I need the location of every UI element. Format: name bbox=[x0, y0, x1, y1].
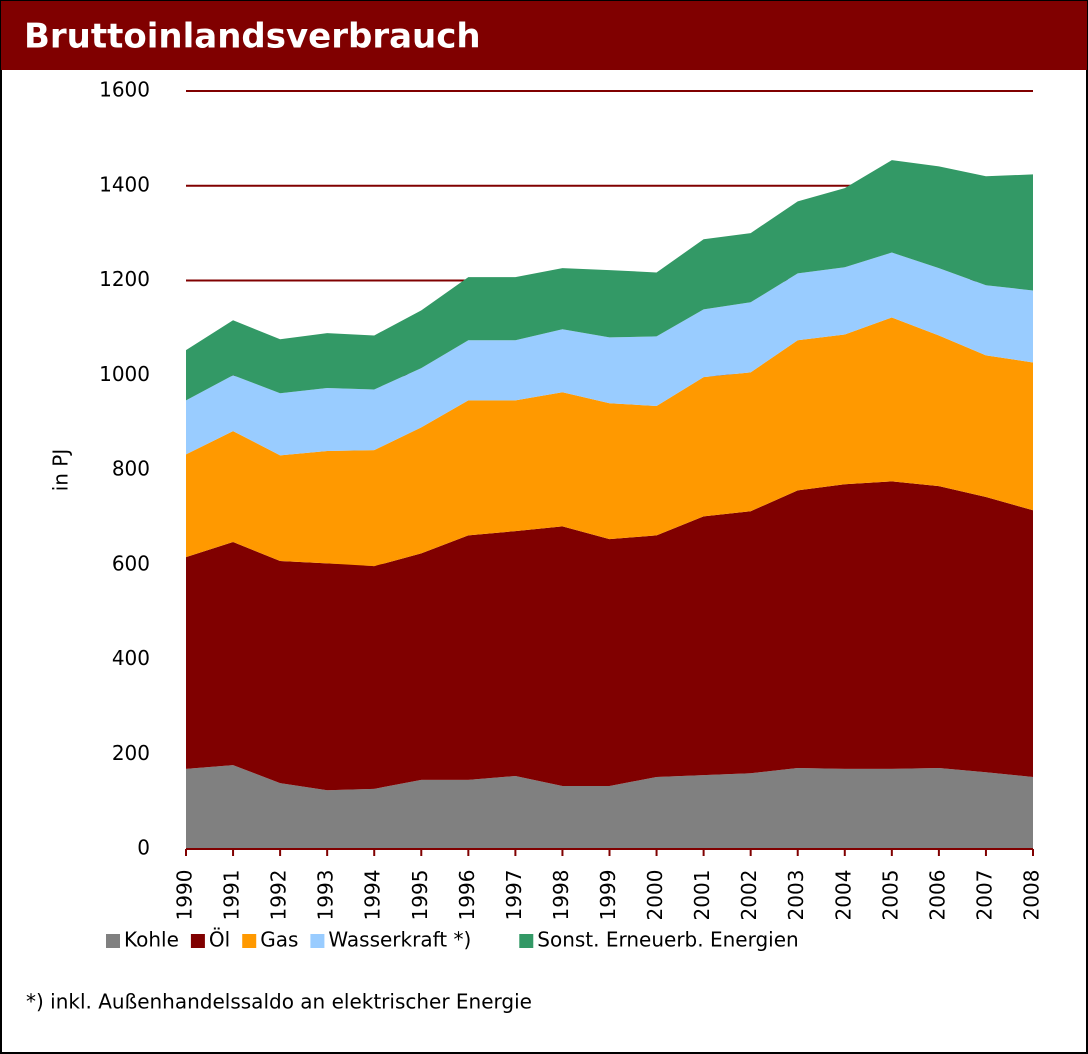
legend-label: Sonst. Erneuerb. Energien bbox=[537, 928, 798, 952]
x-tick-label: 1995 bbox=[408, 870, 432, 921]
footnote: *) inkl. Außenhandelssaldo an elektrisch… bbox=[26, 990, 532, 1014]
x-tick-label: 1993 bbox=[314, 870, 338, 921]
y-axis-label: in PJ bbox=[49, 449, 73, 492]
area bbox=[186, 317, 1033, 567]
legend-swatch bbox=[190, 934, 205, 948]
y-tick-label: 1600 bbox=[99, 78, 150, 102]
legend-swatch bbox=[242, 934, 257, 948]
legend-label: Wasserkraft *) bbox=[328, 928, 471, 952]
area bbox=[186, 481, 1033, 791]
area bbox=[186, 252, 1033, 456]
x-tick-label: 1998 bbox=[549, 870, 573, 921]
x-tick-label: 2007 bbox=[972, 870, 996, 921]
x-tick-label: 2003 bbox=[784, 870, 808, 921]
legend-label: Gas bbox=[260, 928, 298, 952]
x-tick-label: 1994 bbox=[361, 870, 385, 921]
x-tick-label: 2008 bbox=[1020, 870, 1044, 921]
area bbox=[186, 765, 1033, 849]
x-tick-label: 1992 bbox=[267, 870, 291, 921]
x-tick-label: 2000 bbox=[643, 870, 667, 921]
legend-swatch bbox=[106, 934, 120, 948]
legend-swatch bbox=[310, 934, 325, 948]
x-tick-label: 2006 bbox=[925, 870, 949, 921]
x-tick-label: 2001 bbox=[690, 870, 714, 921]
y-tick-label: 200 bbox=[112, 741, 150, 765]
y-tick-label: 400 bbox=[112, 646, 150, 670]
y-tick-label: 600 bbox=[112, 551, 150, 575]
x-tick-label: 2005 bbox=[878, 870, 902, 921]
y-tick-label: 0 bbox=[137, 836, 150, 860]
chart-title: Bruttoinlandsverbrauch bbox=[24, 17, 481, 57]
legend-label: Öl bbox=[209, 928, 230, 952]
legend-swatch bbox=[519, 934, 534, 948]
y-tick-label: 1400 bbox=[99, 172, 150, 196]
legend-label: Kohle bbox=[124, 928, 179, 952]
x-tick-label: 1990 bbox=[173, 870, 197, 921]
x-tick-label: 1999 bbox=[596, 870, 620, 921]
x-tick-label: 1996 bbox=[455, 870, 479, 921]
x-tick-label: 1991 bbox=[220, 870, 244, 921]
y-tick-label: 1200 bbox=[99, 267, 150, 291]
y-tick-label: 800 bbox=[112, 457, 150, 481]
area bbox=[186, 160, 1033, 401]
y-tick-label: 1000 bbox=[99, 362, 150, 386]
x-tick-label: 2004 bbox=[831, 870, 855, 921]
title-bar bbox=[1, 1, 1087, 70]
x-tick-label: 2002 bbox=[737, 870, 761, 921]
x-tick-label: 1997 bbox=[502, 870, 526, 921]
